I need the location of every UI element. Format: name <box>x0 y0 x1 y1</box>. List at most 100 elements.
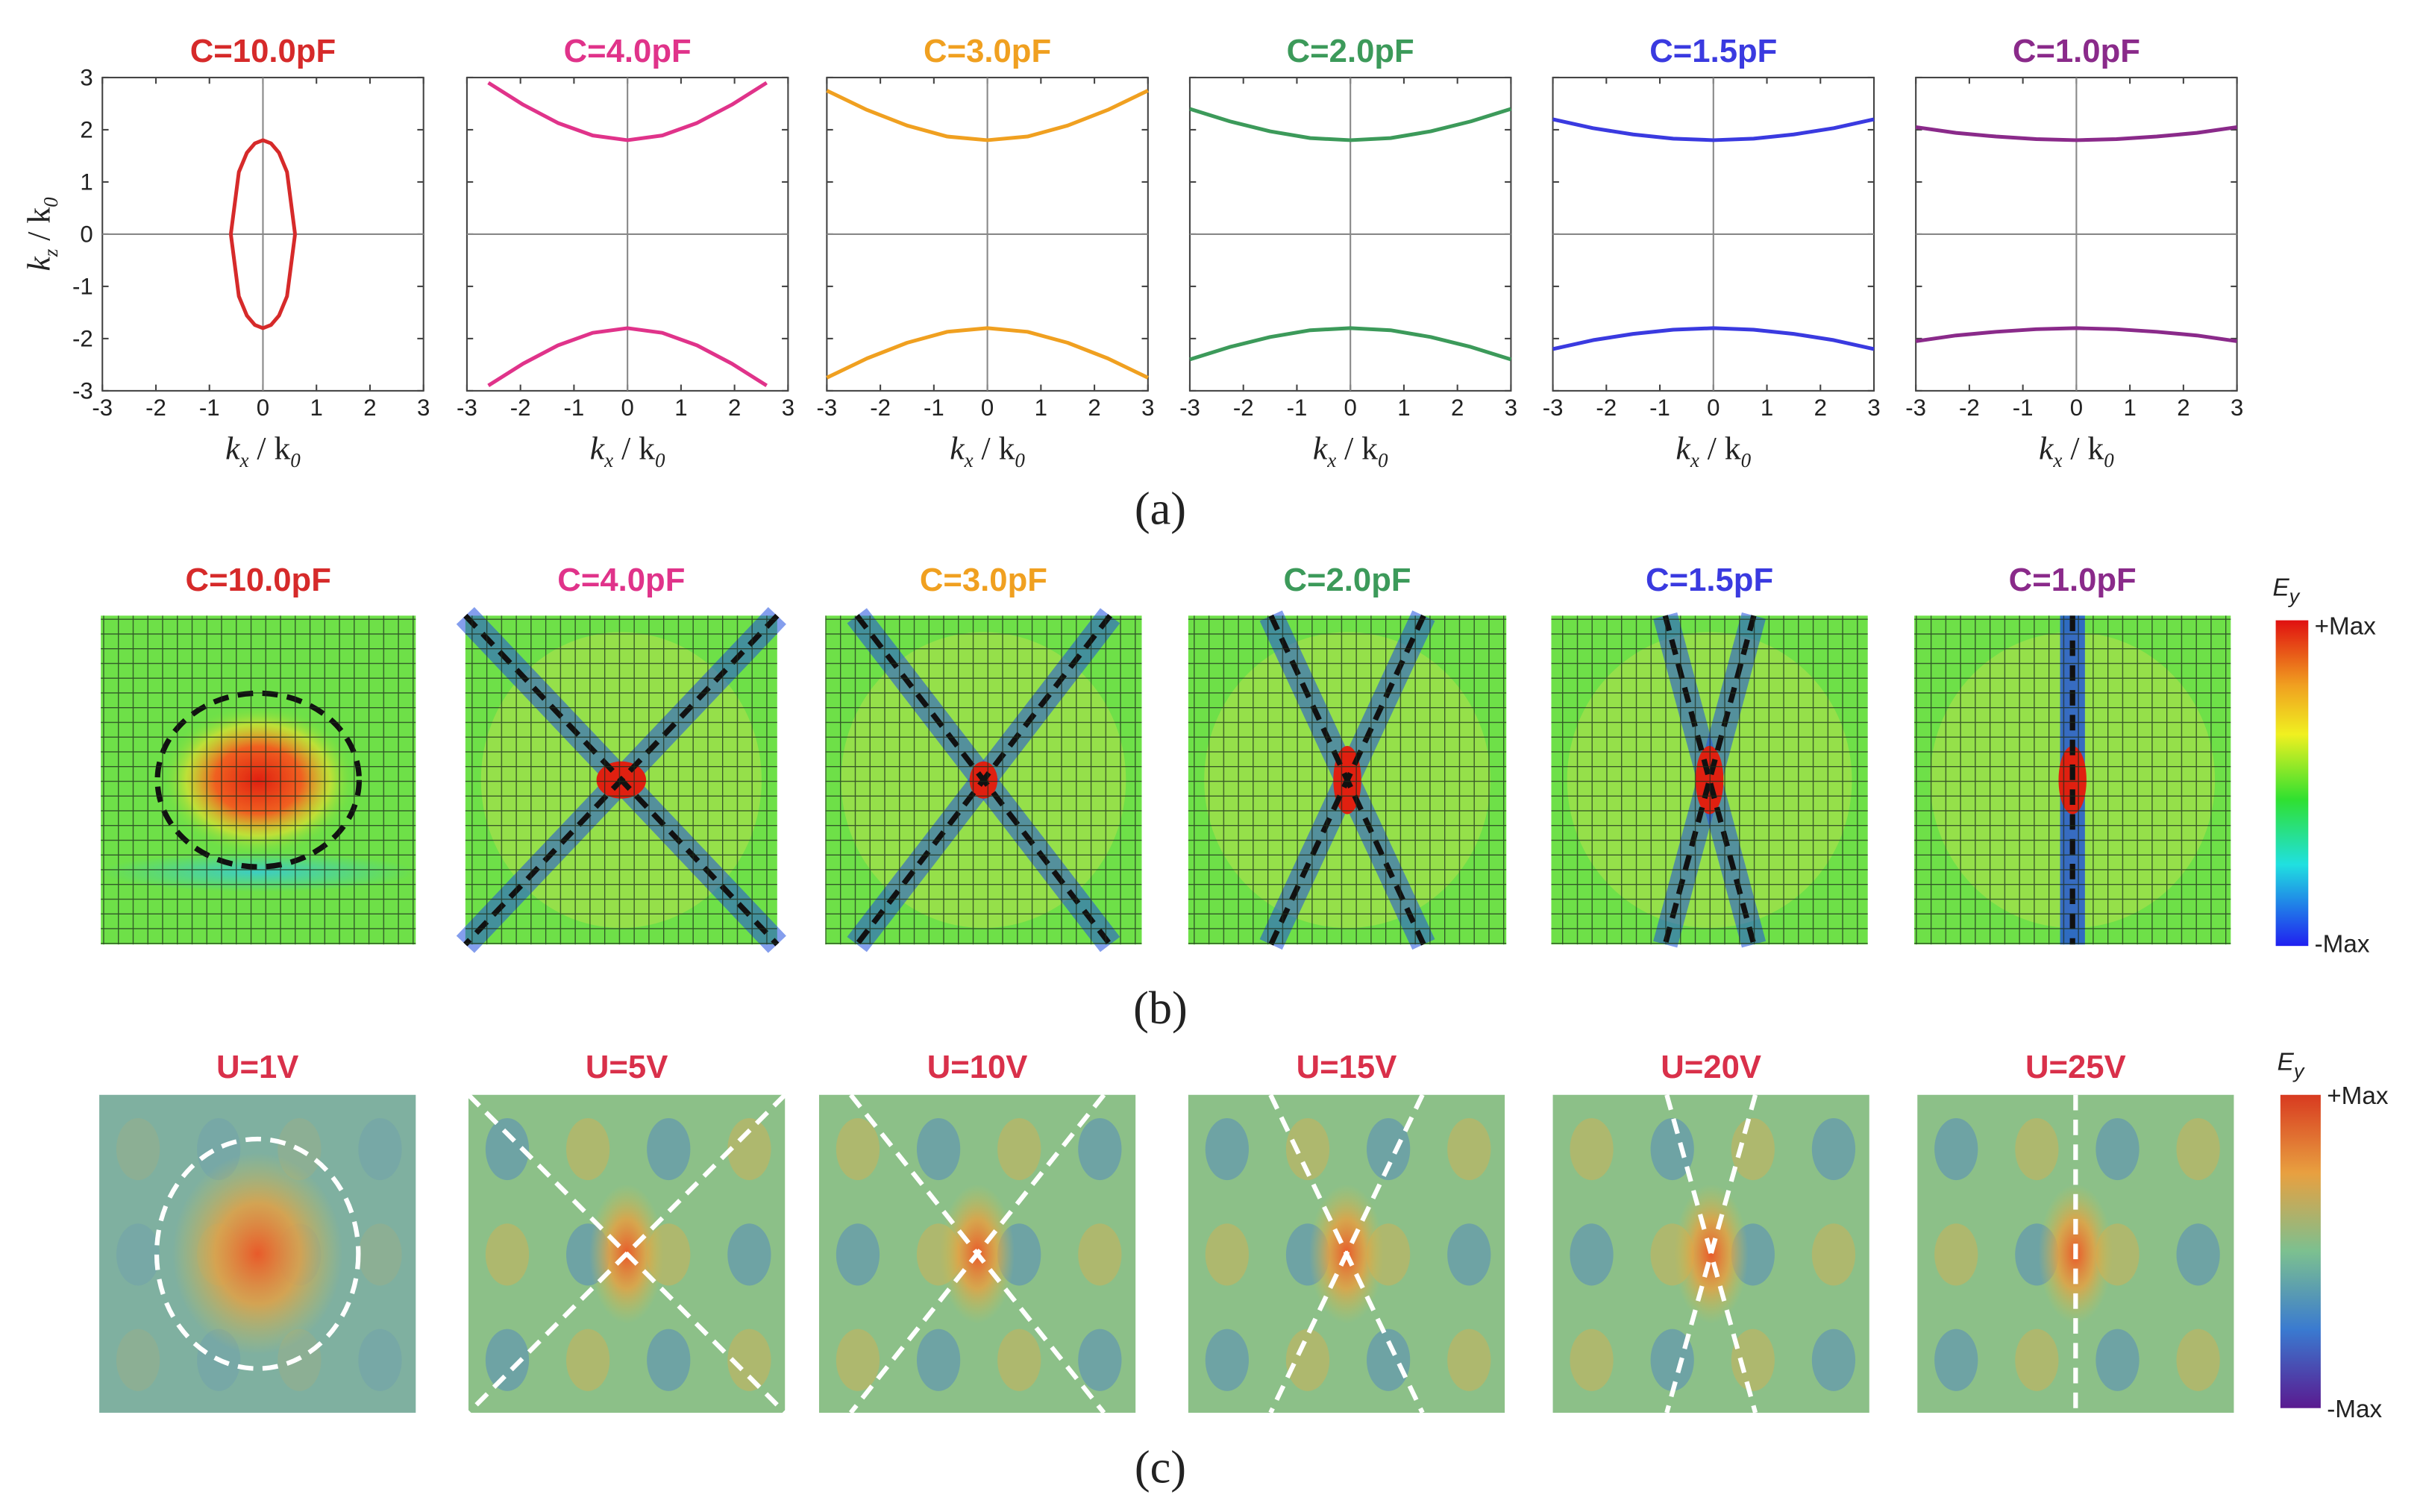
field-blob <box>1650 1117 1694 1181</box>
x-tick-label: 3 <box>1867 395 1880 421</box>
curve <box>228 138 297 235</box>
field-hotspot <box>1673 1184 1749 1324</box>
x-axis-label-part: x <box>239 449 249 471</box>
colorbar-label: Ey <box>2278 1048 2305 1082</box>
colorbar-label-part: y <box>2288 586 2301 608</box>
y-tick-label: -2 <box>72 325 93 351</box>
chart-title: C=10.0pF <box>190 33 336 69</box>
field-blob <box>1811 1117 1856 1181</box>
y-axis-label-part: k <box>22 256 57 272</box>
x-axis-label-part: 0 <box>1741 449 1752 471</box>
y-tick-label: 1 <box>80 169 93 195</box>
field-blob <box>358 1223 402 1286</box>
field-blob <box>1285 1117 1330 1181</box>
field-blob <box>836 1223 880 1286</box>
colorbar-label-part: E <box>2278 1048 2295 1076</box>
y-axis-label-part: / k <box>22 207 57 249</box>
field-blob <box>836 1117 880 1181</box>
x-tick-label: -3 <box>457 395 477 421</box>
chart-title: C=1.5pF <box>1649 33 1777 69</box>
x-axis-label-part: / k <box>1336 430 1378 466</box>
colorbar-label: Ey <box>2272 574 2300 607</box>
mesh-grid <box>825 615 1142 945</box>
x-axis-label-part: 0 <box>2104 449 2114 471</box>
x-axis-label-part: k <box>1313 430 1329 466</box>
y-axis-label-part: 0 <box>40 197 62 207</box>
field-blob <box>997 1329 1041 1391</box>
x-axis-label: kx / k0 <box>1675 430 1751 471</box>
curve <box>228 233 297 330</box>
colorbar <box>2275 620 2309 947</box>
x-tick-label: 3 <box>782 395 794 421</box>
x-tick-label: 3 <box>2231 395 2243 421</box>
map-title: C=1.0pF <box>2009 562 2137 598</box>
mesh-grid <box>465 615 777 945</box>
x-tick-label: -2 <box>1596 395 1617 421</box>
x-tick-label: -3 <box>1543 395 1564 421</box>
field-blob <box>1731 1117 1775 1181</box>
x-axis-label-part: x <box>604 449 613 471</box>
map-title: U=1V <box>216 1049 298 1085</box>
x-tick-label: 2 <box>1088 395 1100 421</box>
mesh-grid <box>1551 615 1868 945</box>
x-axis-label-part: / k <box>613 430 655 466</box>
y-axis-label-part: z <box>40 248 62 257</box>
x-axis-label: kx / k0 <box>1313 430 1388 471</box>
x-tick-label: -3 <box>817 395 838 421</box>
x-tick-label: 0 <box>981 395 994 421</box>
field-blob <box>1205 1329 1249 1391</box>
field-blob <box>1205 1117 1249 1181</box>
field-blob <box>2176 1117 2220 1181</box>
x-tick-label: 3 <box>1505 395 1517 421</box>
x-tick-label: 0 <box>257 395 269 421</box>
field-blob <box>358 1329 402 1391</box>
field-blob <box>2015 1329 2059 1391</box>
colorbar-min: -Max <box>2327 1396 2382 1423</box>
x-tick-label: 1 <box>674 395 687 421</box>
map-title: C=4.0pF <box>557 562 685 598</box>
x-tick-label: -3 <box>92 395 113 421</box>
x-axis-label-part: k <box>950 430 965 466</box>
field-blob <box>727 1223 771 1286</box>
field-blob <box>485 1223 530 1286</box>
field-blob <box>727 1329 771 1391</box>
x-tick-label: -2 <box>510 395 531 421</box>
x-axis-label-part: / k <box>974 430 1015 466</box>
x-axis-label-part: / k <box>2062 430 2104 466</box>
field-blob <box>647 1117 691 1181</box>
x-tick-label: -1 <box>199 395 220 421</box>
field-blob <box>1367 1117 1411 1181</box>
chart-title: C=2.0pF <box>1287 33 1414 69</box>
field-blob <box>1650 1329 1694 1391</box>
chart-title: C=4.0pF <box>564 33 692 69</box>
x-axis-label-part: 0 <box>1378 449 1388 471</box>
x-tick-label: 1 <box>1035 395 1047 421</box>
mesh-grid <box>1188 615 1507 945</box>
map-title: C=2.0pF <box>1284 562 1411 598</box>
map-title: U=5V <box>586 1049 668 1085</box>
map-title: C=10.0pF <box>186 562 331 598</box>
x-axis-label-part: x <box>2052 449 2062 471</box>
x-tick-label: 2 <box>728 395 741 421</box>
field-blob <box>1205 1223 1249 1286</box>
field-blob <box>1570 1329 1614 1391</box>
panel-label: (c) <box>1135 1442 1186 1493</box>
x-tick-label: 0 <box>621 395 633 421</box>
field-blob <box>1570 1117 1614 1181</box>
field-blob <box>1367 1329 1411 1391</box>
field-blob <box>2176 1329 2220 1391</box>
x-tick-label: -2 <box>870 395 891 421</box>
field-hotspot <box>172 1152 343 1355</box>
field-blob <box>916 1117 961 1181</box>
x-axis-label-part: / k <box>249 430 291 466</box>
x-axis-label: kx / k0 <box>590 430 665 471</box>
x-axis-label-part: x <box>1326 449 1336 471</box>
field-blob <box>836 1329 880 1391</box>
field-blob <box>1731 1329 1775 1391</box>
x-tick-label: -3 <box>1905 395 1926 421</box>
field-blob <box>1285 1329 1330 1391</box>
x-tick-label: 0 <box>1344 395 1357 421</box>
x-axis-label-part: x <box>964 449 974 471</box>
